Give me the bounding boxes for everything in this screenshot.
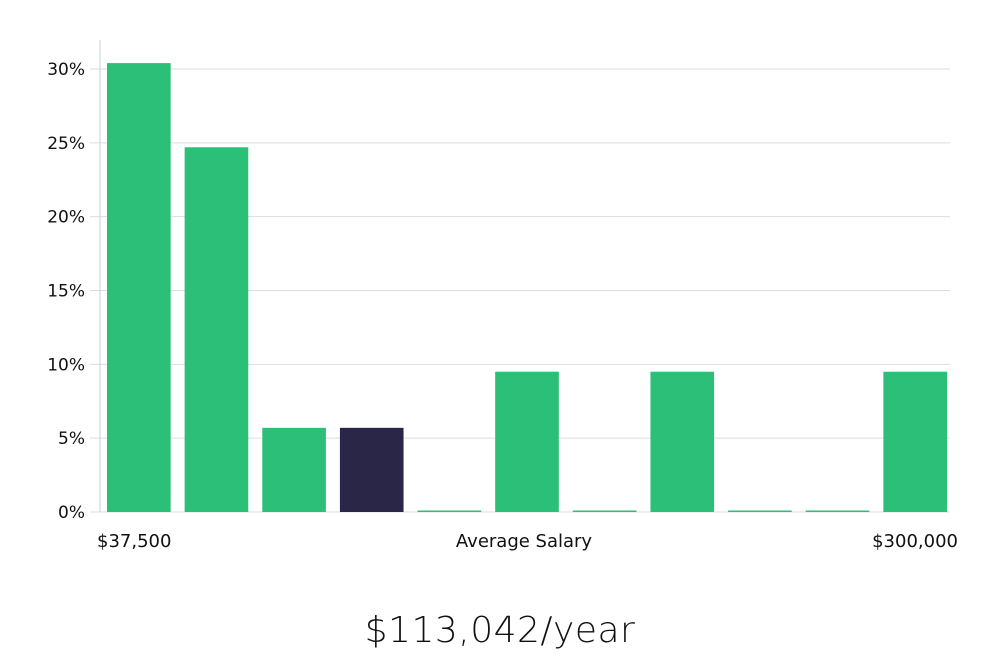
bar <box>805 510 870 512</box>
bars <box>107 63 947 513</box>
bar <box>417 510 482 512</box>
x-min-label: $37,500 <box>97 531 171 552</box>
salary-histogram-chart: 0% 5% 10% 15% 20% 25% 30% $37,500 Average Sala… <box>47 40 958 552</box>
bar <box>184 147 249 512</box>
y-tick-label: 0% <box>58 503 85 523</box>
y-tick-label: 5% <box>58 429 85 449</box>
bar <box>883 371 947 512</box>
y-tick-label: 20% <box>47 208 85 228</box>
y-tick-label: 15% <box>47 282 85 302</box>
x-axis-title: Average Salary <box>456 531 593 552</box>
y-tick-label: 30% <box>47 60 85 80</box>
bar <box>262 427 326 512</box>
bar <box>650 371 715 512</box>
average-salary-value: $113,042/year <box>364 610 636 651</box>
bar <box>495 371 559 512</box>
bar-highlighted <box>339 427 404 512</box>
y-tick-label: 10% <box>47 355 85 375</box>
y-tick-label: 25% <box>47 134 85 154</box>
bar <box>107 63 171 513</box>
x-max-label: $300,000 <box>872 531 958 552</box>
bar <box>572 510 637 512</box>
y-tick-labels: 0% 5% 10% 15% 20% 25% 30% <box>47 60 85 523</box>
bar <box>728 510 792 512</box>
